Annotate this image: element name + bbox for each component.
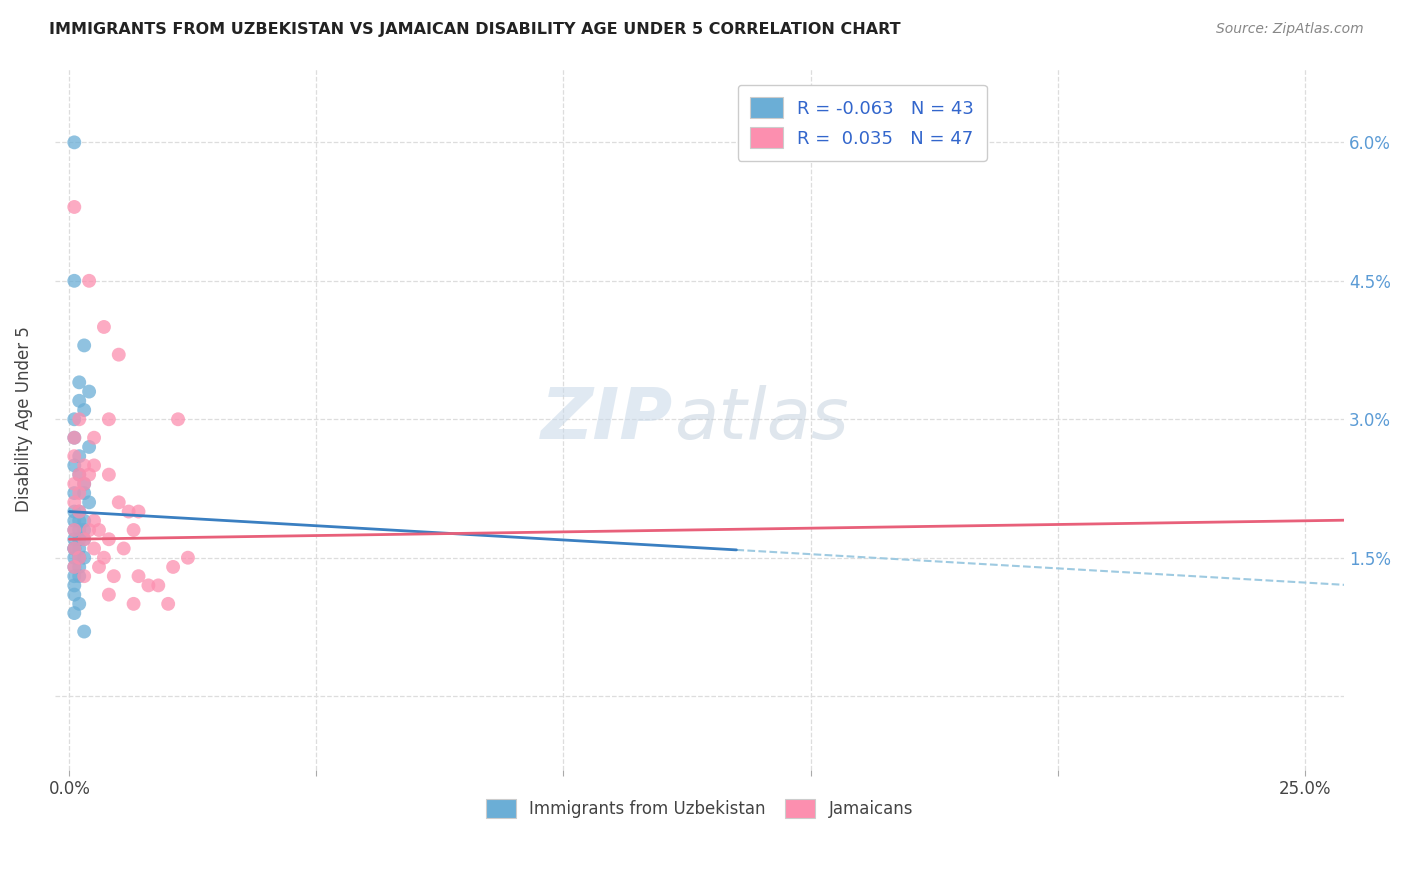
Point — [73, 514, 96, 528]
Point — [63, 514, 86, 528]
Point — [73, 458, 96, 473]
Text: atlas: atlas — [673, 384, 848, 454]
Point — [63, 449, 86, 463]
Point — [67, 533, 90, 547]
Y-axis label: Disability Age Under 5: Disability Age Under 5 — [15, 326, 32, 512]
Point — [128, 569, 150, 583]
Point — [107, 495, 129, 509]
Point — [63, 523, 86, 537]
Point — [63, 458, 86, 473]
Point — [83, 431, 105, 445]
Point — [67, 467, 90, 482]
Point — [83, 541, 105, 556]
Point — [67, 541, 90, 556]
Point — [122, 597, 145, 611]
Point — [63, 136, 86, 150]
Point — [63, 431, 86, 445]
Point — [67, 550, 90, 565]
Point — [63, 533, 86, 547]
Point — [63, 560, 86, 574]
Legend: Immigrants from Uzbekistan, Jamaicans: Immigrants from Uzbekistan, Jamaicans — [479, 792, 920, 825]
Point — [67, 449, 90, 463]
Point — [63, 606, 86, 620]
Point — [148, 578, 170, 592]
Point — [63, 431, 86, 445]
Point — [67, 467, 90, 482]
Point — [138, 578, 160, 592]
Point — [67, 486, 90, 500]
Point — [73, 550, 96, 565]
Point — [122, 523, 145, 537]
Point — [67, 569, 90, 583]
Point — [67, 560, 90, 574]
Point — [73, 533, 96, 547]
Point — [87, 560, 110, 574]
Point — [103, 569, 125, 583]
Point — [97, 588, 120, 602]
Point — [87, 523, 110, 537]
Point — [97, 533, 120, 547]
Point — [63, 486, 86, 500]
Point — [77, 440, 100, 454]
Point — [63, 541, 86, 556]
Point — [77, 384, 100, 399]
Point — [67, 504, 90, 518]
Point — [83, 458, 105, 473]
Text: IMMIGRANTS FROM UZBEKISTAN VS JAMAICAN DISABILITY AGE UNDER 5 CORRELATION CHART: IMMIGRANTS FROM UZBEKISTAN VS JAMAICAN D… — [49, 22, 901, 37]
Point — [73, 403, 96, 417]
Point — [63, 504, 86, 518]
Point — [73, 476, 96, 491]
Text: ZIP: ZIP — [541, 384, 673, 454]
Point — [63, 274, 86, 288]
Point — [63, 523, 86, 537]
Point — [63, 495, 86, 509]
Point — [107, 348, 129, 362]
Point — [73, 624, 96, 639]
Point — [63, 200, 86, 214]
Point — [63, 588, 86, 602]
Text: Source: ZipAtlas.com: Source: ZipAtlas.com — [1216, 22, 1364, 37]
Point — [77, 467, 100, 482]
Point — [112, 541, 135, 556]
Point — [97, 412, 120, 426]
Point — [177, 550, 200, 565]
Point — [77, 495, 100, 509]
Point — [67, 550, 90, 565]
Point — [63, 541, 86, 556]
Point — [93, 320, 115, 334]
Point — [73, 486, 96, 500]
Point — [63, 560, 86, 574]
Point — [162, 560, 184, 574]
Point — [77, 523, 100, 537]
Point — [128, 504, 150, 518]
Point — [93, 550, 115, 565]
Point — [63, 476, 86, 491]
Point — [167, 412, 190, 426]
Point — [73, 338, 96, 352]
Point — [67, 412, 90, 426]
Point — [63, 541, 86, 556]
Point — [117, 504, 139, 518]
Point — [157, 597, 180, 611]
Point — [83, 514, 105, 528]
Point — [73, 533, 96, 547]
Point — [63, 550, 86, 565]
Point — [67, 393, 90, 408]
Point — [67, 514, 90, 528]
Point — [67, 376, 90, 390]
Point — [63, 412, 86, 426]
Point — [67, 523, 90, 537]
Point — [73, 523, 96, 537]
Point — [73, 476, 96, 491]
Point — [67, 504, 90, 518]
Point — [73, 569, 96, 583]
Point — [67, 597, 90, 611]
Point — [77, 274, 100, 288]
Point — [97, 467, 120, 482]
Point — [63, 569, 86, 583]
Point — [63, 578, 86, 592]
